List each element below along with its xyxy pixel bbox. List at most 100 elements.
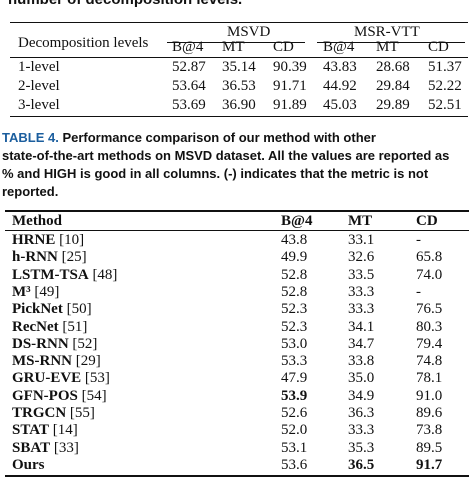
- table4-cell-cd: 74.8: [416, 353, 443, 370]
- table4-method-name: GFN-POS: [12, 387, 78, 404]
- table4-method-ref: [49]: [34, 283, 60, 300]
- table4-method-name: GRU-EVE: [12, 370, 82, 387]
- table4-caption-line: Performance comparison of our method wit…: [62, 130, 376, 145]
- table4-method: GFN-POS [54]: [12, 388, 107, 404]
- table3-row-label: 3-level: [18, 97, 60, 113]
- table4-cell-mt: 36.3: [348, 405, 375, 421]
- table3-cell: 52.51: [428, 97, 462, 113]
- table4-method-ref: [25]: [61, 249, 87, 266]
- table4-cell-b4: 49.9: [281, 249, 308, 266]
- table4-header-mt: MT: [348, 213, 373, 229]
- table4-cell-mt: 33.8: [348, 353, 375, 370]
- table4-cell-mt: 35.0: [348, 370, 375, 387]
- table4-header-method: Method: [12, 213, 62, 229]
- table4-method-ref: [50]: [66, 301, 92, 318]
- table3-cell: 91.89: [273, 97, 307, 113]
- table4-method-name: M³: [12, 283, 31, 300]
- table4-cell-mt: 33.3: [348, 283, 375, 300]
- table4-cell-cd: 76.5: [416, 301, 443, 318]
- table4-method-name: h-RNN: [12, 249, 58, 266]
- table4-method-name: RecNet: [12, 318, 59, 335]
- table4-method-name: LSTM-TSA: [12, 266, 89, 283]
- table4-method-name: HRNE: [12, 232, 56, 248]
- table3-cell: 52.22: [428, 78, 462, 94]
- table3-row-label: 2-level: [18, 78, 60, 94]
- table4-method: TRGCN [55]: [12, 405, 95, 421]
- table4-label: TABLE 4.: [2, 130, 59, 145]
- table4-method: LSTM-TSA [48]: [12, 267, 117, 283]
- table4-cell-b4: 53.1: [281, 439, 308, 456]
- table4-cell-cd: -: [416, 283, 421, 300]
- table4-cell-mt: 36.5: [348, 456, 375, 473]
- table4-cell-b4: 47.9: [281, 370, 308, 387]
- table4-method: h-RNN [25]: [12, 249, 87, 265]
- table4-cell-mt: 34.9: [348, 387, 375, 404]
- table4-top-rule: [5, 210, 469, 212]
- table3-cell: 35.14: [222, 59, 256, 75]
- table4-method-name: STAT: [12, 422, 49, 439]
- table3-cell: 44.92: [323, 78, 357, 94]
- table4-method-name: TRGCN: [12, 405, 67, 421]
- table4-method: Ours: [12, 457, 45, 473]
- table4-method: PickNet [50]: [12, 301, 92, 317]
- table3-group-rule-msrvtt: [317, 42, 465, 43]
- table3-group-rule-msvd: [167, 42, 305, 43]
- table4-cell-cd: 65.8: [416, 249, 443, 266]
- table3-metric-mt-msvd: MT: [222, 39, 245, 55]
- table4-method-ref: [53]: [84, 370, 110, 387]
- table4-cell-b4: 52.3: [281, 301, 308, 318]
- table4-cell-mt: 34.7: [348, 335, 375, 352]
- table4-cell-b4: 52.8: [281, 283, 308, 300]
- table4-cell-b4: 53.0: [281, 335, 308, 352]
- table4-cell-b4: 53.6: [281, 456, 308, 473]
- table4-cell-cd: 78.1: [416, 370, 443, 387]
- table4-cell-cd: -: [416, 232, 421, 248]
- table4-method-ref: [10]: [59, 232, 85, 248]
- table4-cell-b4: 52.6: [281, 405, 308, 421]
- table3-cell: 36.90: [222, 97, 256, 113]
- table3-cell: 51.37: [428, 59, 462, 75]
- table3-cell: 90.39: [273, 59, 307, 75]
- table4-method: MS-RNN [29]: [12, 353, 101, 369]
- table4-method-ref: [54]: [81, 387, 107, 404]
- table4-method-name: SBAT: [12, 439, 51, 456]
- table4-header-cd: CD: [416, 213, 438, 229]
- table4-method-name: DS-RNN: [12, 335, 69, 352]
- table3-top-rule: [10, 22, 468, 23]
- table4-cell-cd: 73.8: [416, 422, 443, 439]
- table4-caption-line: reported.: [2, 184, 59, 199]
- decomposition-levels-table: Decomposition levels MSVD MSR-VTT B@4 MT…: [0, 0, 474, 130]
- table4-method-name: PickNet: [12, 301, 63, 318]
- table4-method-ref: [55]: [69, 405, 95, 421]
- table4-method: STAT [14]: [12, 422, 78, 438]
- table4-cell-cd: 91.7: [416, 456, 443, 473]
- table4-cell-b4: 52.0: [281, 422, 308, 439]
- table4-method: DS-RNN [52]: [12, 336, 97, 352]
- table4-caption-line: state-of-the-art methods on MSVD dataset…: [2, 148, 450, 163]
- table4-cell-mt: 33.3: [348, 422, 375, 439]
- table3-bottom-rule: [10, 116, 468, 117]
- table3-metric-cd-msvd: CD: [273, 39, 294, 55]
- table4-cell-mt: 33.3: [348, 301, 375, 318]
- table4-cell-b4: 53.9: [281, 387, 308, 404]
- table4-cell-b4: 43.8: [281, 232, 308, 248]
- table4-header-rule: [5, 230, 469, 231]
- table3-metric-cd-msrvtt: CD: [428, 39, 449, 55]
- table4-bottom-rule: [5, 475, 469, 477]
- table3-metric-b4-msrvtt: B@4: [323, 39, 355, 55]
- table3-cell: 91.71: [273, 78, 307, 94]
- table3-metric-mt-msrvtt: MT: [376, 39, 399, 55]
- table3-cell: 28.68: [376, 59, 410, 75]
- table4-cell-mt: 34.1: [348, 318, 375, 335]
- table4-cell-mt: 33.1: [348, 232, 375, 248]
- table4-cell-cd: 74.0: [416, 266, 443, 283]
- table3-cell: 29.89: [376, 97, 410, 113]
- table4-cell-mt: 32.6: [348, 249, 375, 266]
- msvd-comparison-table: Method B@4 MT CD HRNE [10] 43.8 33.1 - h-RNN…: [0, 208, 474, 479]
- table4-method-name: Ours: [12, 456, 45, 473]
- table3-group-msrvtt: MSR-VTT: [354, 24, 420, 40]
- table4-method: SBAT [33]: [12, 440, 79, 456]
- table4-method: M³ [49]: [12, 284, 59, 300]
- table3-cell: 52.87: [172, 59, 206, 75]
